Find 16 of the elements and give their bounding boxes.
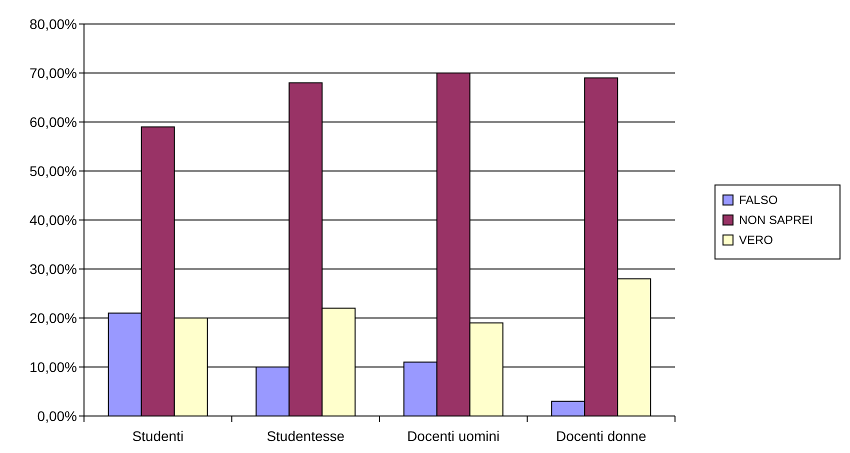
- y-tick-label: 20,00%: [30, 310, 77, 326]
- legend-label: NON SAPREI: [739, 213, 814, 228]
- y-tick-label: 80,00%: [30, 16, 77, 32]
- x-tick-label: Docenti uomini: [407, 428, 500, 444]
- y-tick-label: 0,00%: [37, 408, 77, 424]
- x-tick-label: Studenti: [132, 428, 184, 444]
- y-tick-label: 30,00%: [30, 260, 77, 277]
- legend-label: FALSO: [739, 193, 778, 208]
- y-tick-label: 70,00%: [30, 64, 77, 81]
- y-tick-label: 10,00%: [30, 358, 77, 375]
- legend-label: VERO: [739, 233, 774, 248]
- x-tick-label: Docenti donne: [556, 428, 646, 444]
- y-tick-label: 40,00%: [30, 212, 77, 228]
- x-tick-label: Studentesse: [266, 428, 345, 444]
- y-tick-label: 60,00%: [30, 114, 77, 130]
- y-tick-label: 50,00%: [30, 162, 77, 179]
